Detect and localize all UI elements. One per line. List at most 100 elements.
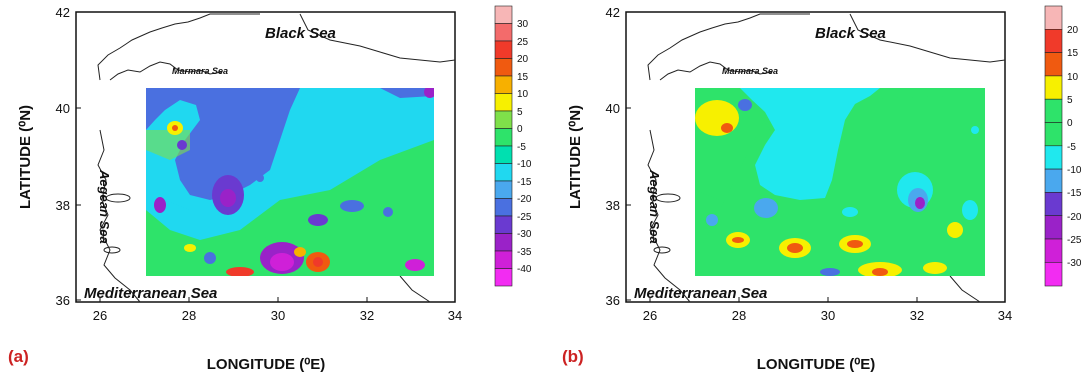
colorbar-tick: -30 <box>1067 258 1082 269</box>
colorbar-swatch <box>494 75 513 94</box>
colorbar-tick: 15 <box>517 72 529 83</box>
colorbar-tick: -40 <box>517 264 532 275</box>
x-tick-label: 30 <box>821 308 835 323</box>
island <box>653 246 671 254</box>
x-tick-label: 34 <box>998 308 1012 323</box>
colorbar-tick: 10 <box>517 89 529 100</box>
x-tick-label: 26 <box>643 308 657 323</box>
panel-a: 26 28 30 32 34 42 40 38 36 Black Sea Mar… <box>8 5 532 373</box>
x-tick-label: 28 <box>732 308 746 323</box>
colorbar-swatch <box>494 145 513 164</box>
x-tick-label: 32 <box>360 308 374 323</box>
colorbar-tick: -5 <box>1067 142 1076 153</box>
x-axis: 26 28 30 32 34 <box>643 297 1012 323</box>
x-tick-label: 30 <box>271 308 285 323</box>
colorbar-swatch <box>1044 28 1063 53</box>
contour-field <box>695 88 985 276</box>
y-axis: 42 40 38 36 <box>56 5 81 308</box>
panel-letter: (b) <box>562 347 584 366</box>
y-tick-label: 38 <box>606 198 620 213</box>
colorbar-swatch <box>494 268 513 287</box>
colorbar-swatch <box>494 40 513 59</box>
colorbar-swatch <box>494 163 513 182</box>
colorbar-tick: -15 <box>1067 188 1082 199</box>
colorbar-tick: 25 <box>517 37 529 48</box>
colorbar-tick: 5 <box>517 107 523 118</box>
colorbar-swatch <box>1044 215 1063 240</box>
colorbar-swatch <box>1044 261 1063 287</box>
colorbar-swatch <box>1044 168 1063 193</box>
colorbar-tick: 15 <box>1067 48 1079 59</box>
colorbar-swatch <box>1044 122 1063 147</box>
sea-label-black: Black Sea <box>815 25 886 42</box>
colorbar-swatch <box>494 58 513 77</box>
y-axis-label: LATITUDE (⁰N) <box>567 105 584 209</box>
colorbar-swatch <box>1044 98 1063 123</box>
colorbar-tick: 5 <box>1067 95 1073 106</box>
colorbar-swatch <box>494 128 513 147</box>
colorbar-tick: -15 <box>517 177 532 188</box>
colorbar-tick: -5 <box>517 142 526 153</box>
colorbar-swatch <box>494 250 513 269</box>
x-axis-label: LONGITUDE (⁰E) <box>757 356 876 373</box>
colorbar: 30 25 20 15 10 5 0 -5 -10 -15 -20 -25 -3… <box>494 5 532 287</box>
sea-label-marmara: Marmara Sea <box>722 66 778 76</box>
y-tick-label: 36 <box>56 293 70 308</box>
colorbar-swatch <box>494 23 513 42</box>
coastline <box>97 13 456 303</box>
colorbar-swatch <box>494 198 513 217</box>
x-tick-label: 28 <box>182 308 196 323</box>
colorbar-tick: -20 <box>1067 212 1082 223</box>
island <box>655 193 681 203</box>
colorbar-swatch <box>1044 75 1063 100</box>
x-tick-label: 26 <box>93 308 107 323</box>
y-axis-label: LATITUDE (⁰N) <box>17 105 34 209</box>
island <box>103 246 121 254</box>
colorbar-swatch <box>494 110 513 129</box>
colorbar-tick: -35 <box>517 247 532 258</box>
colorbar-tick: -25 <box>1067 235 1082 246</box>
island <box>105 193 131 203</box>
y-tick-label: 42 <box>56 5 70 20</box>
colorbar-tick: -10 <box>517 159 532 170</box>
x-tick-label: 34 <box>448 308 462 323</box>
x-axis-label: LONGITUDE (⁰E) <box>207 356 326 373</box>
colorbar-tick: -25 <box>517 212 532 223</box>
colorbar-swatch <box>1044 238 1063 263</box>
sea-label-mediterranean: Mediterranean Sea <box>634 285 767 302</box>
colorbar-tick: 30 <box>517 19 529 30</box>
colorbar-swatch <box>1044 52 1063 77</box>
sea-label-marmara: Marmara Sea <box>172 66 228 76</box>
sea-label-mediterranean: Mediterranean Sea <box>84 285 217 302</box>
y-tick-label: 40 <box>606 101 620 116</box>
colorbar-tick: 10 <box>1067 72 1079 83</box>
y-tick-label: 38 <box>56 198 70 213</box>
colorbar-tick: 0 <box>517 124 523 135</box>
y-axis: 42 40 38 36 <box>606 5 631 308</box>
colorbar-swatch <box>494 233 513 252</box>
x-tick-label: 32 <box>910 308 924 323</box>
colorbar-swatch <box>494 180 513 199</box>
colorbar-swatch <box>1044 145 1063 170</box>
x-axis: 26 28 30 32 34 <box>93 297 462 323</box>
sea-label-aegean: Aegean Sea <box>647 169 662 244</box>
colorbar-tick: 20 <box>1067 25 1079 36</box>
colorbar-tick: -20 <box>517 194 532 205</box>
y-tick-label: 36 <box>606 293 620 308</box>
coastline <box>647 13 1006 303</box>
colorbar-swatch <box>494 5 513 24</box>
colorbar: 20 15 10 5 0 -5 -10 -15 -20 -25 -30 <box>1044 5 1082 287</box>
colorbar-swatch <box>494 93 513 112</box>
colorbar-tick: 0 <box>1067 118 1073 129</box>
panel-b: 26 28 30 32 34 42 40 38 36 Black Sea Mar… <box>562 5 1082 373</box>
contour-field <box>146 88 434 276</box>
colorbar-swatch <box>1044 5 1063 30</box>
colorbar-tick: -30 <box>517 229 532 240</box>
colorbar-tick: 20 <box>517 54 529 65</box>
colorbar-swatch <box>1044 192 1063 216</box>
y-tick-label: 42 <box>606 5 620 20</box>
sea-label-black: Black Sea <box>265 25 336 42</box>
colorbar-swatch <box>494 215 513 234</box>
colorbar-tick: -10 <box>1067 165 1082 176</box>
